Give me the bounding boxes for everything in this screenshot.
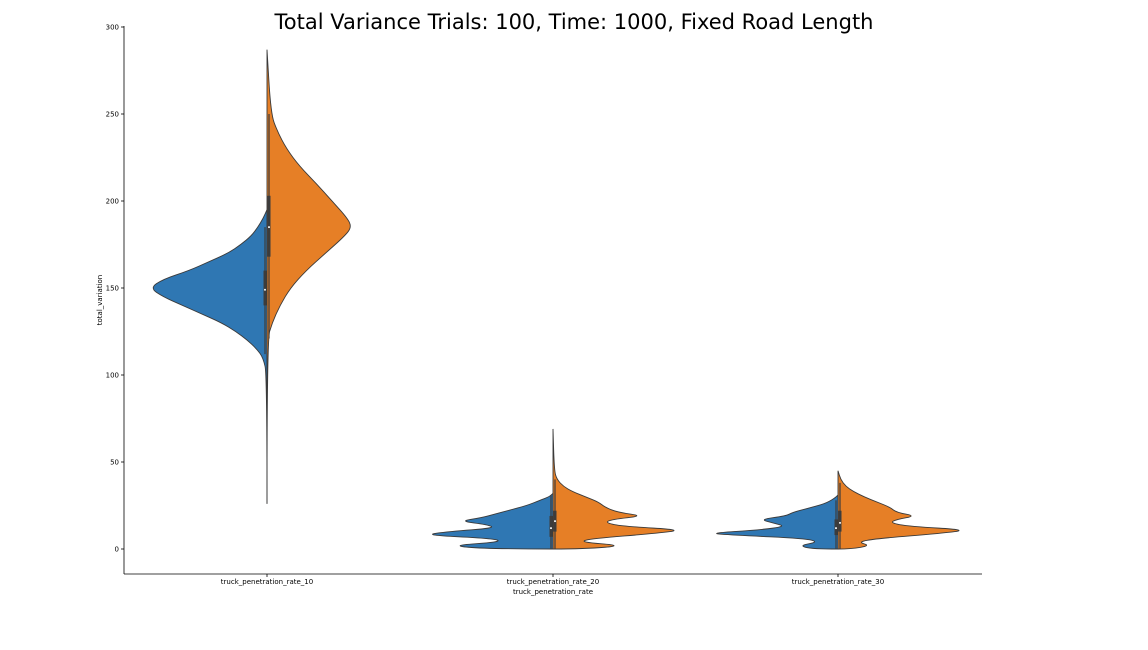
- box-median: [550, 527, 552, 530]
- violin-left-half: [716, 494, 839, 550]
- violin-right-half: [266, 49, 351, 504]
- violin-left-half: [432, 492, 554, 550]
- violin-right-half: [552, 428, 675, 550]
- plot-area: [152, 49, 960, 550]
- y-axis-label: total_variation: [96, 275, 104, 325]
- box-iqr: [838, 510, 842, 532]
- box-iqr: [549, 515, 553, 537]
- box-median: [554, 520, 556, 523]
- violin-left-half: [152, 209, 268, 504]
- x-axis-label: truck_penetration_rate: [513, 588, 593, 596]
- y-tick-label: 200: [106, 198, 119, 206]
- chart-title: Total Variance Trials: 100, Time: 1000, …: [274, 10, 874, 34]
- box-median: [839, 521, 841, 524]
- box-median: [264, 288, 266, 291]
- box-iqr: [263, 270, 267, 306]
- y-tick-label: 300: [106, 24, 119, 32]
- y-tick-label: 0: [115, 546, 119, 554]
- box-median: [268, 226, 270, 229]
- axes: 0 50 100 150 200 250 300 truck_penetration_rate…: [106, 24, 982, 586]
- violin-right-half: [837, 470, 960, 550]
- y-tick-label: 100: [106, 372, 119, 380]
- y-tick-label: 150: [106, 285, 119, 293]
- x-tick-label: truck_penetration_rate_10: [221, 578, 313, 586]
- y-tick-label: 250: [106, 111, 119, 119]
- box-median: [835, 527, 837, 530]
- x-tick-label: truck_penetration_rate_20: [507, 578, 599, 586]
- x-tick-label: truck_penetration_rate_30: [792, 578, 884, 586]
- y-tick-label: 50: [110, 459, 119, 467]
